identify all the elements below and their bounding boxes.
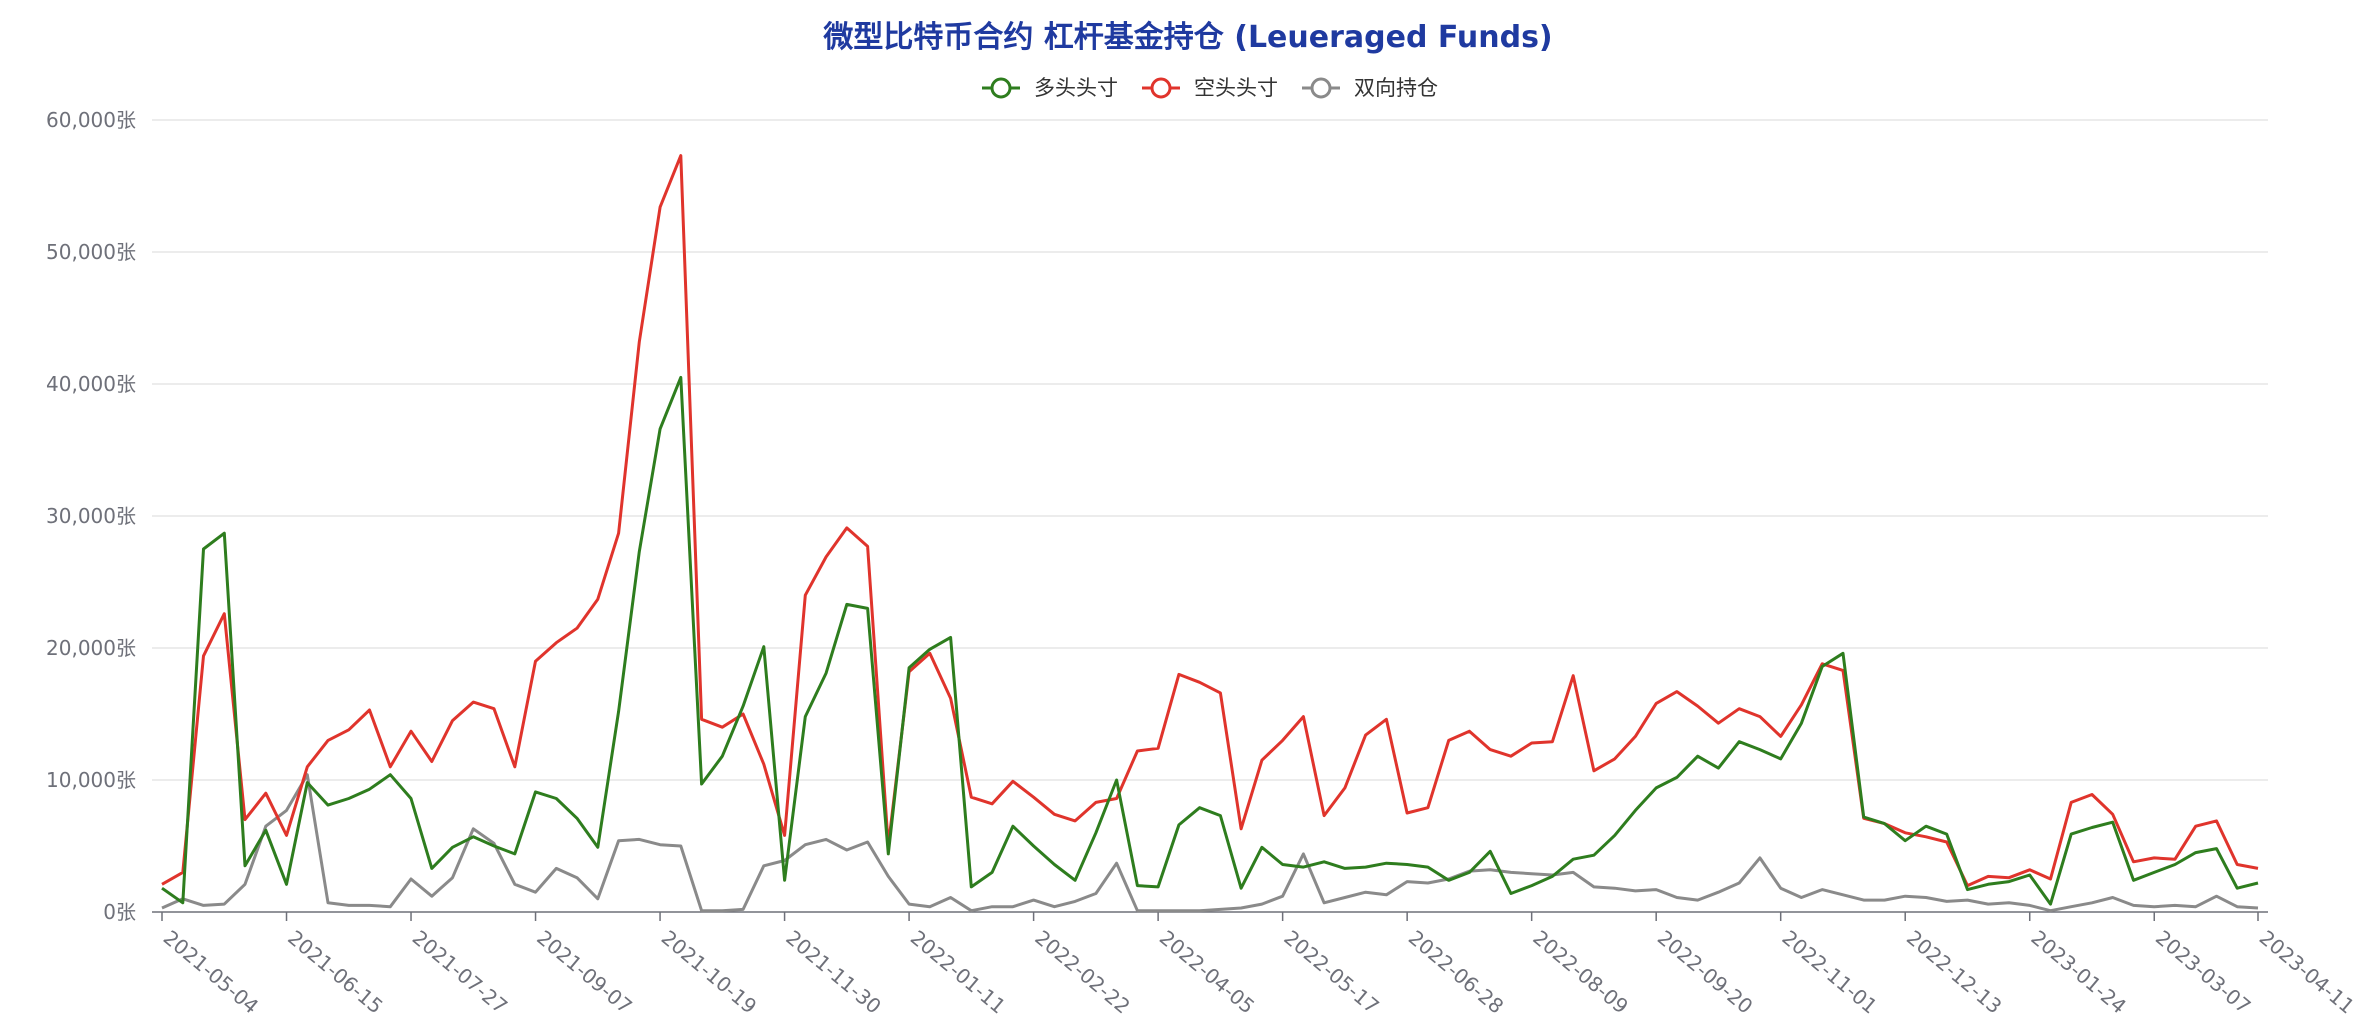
x-tick-label: 2021-10-19 xyxy=(657,925,761,1018)
x-tick-label: 2021-05-04 xyxy=(159,925,263,1018)
x-axis: 2021-05-04 2021-06-15 2021-07-27 2021-09-07… xyxy=(152,911,2359,1019)
x-tick-label: 2022-09-20 xyxy=(1653,925,1757,1018)
y-tick-label: 40,000张 xyxy=(46,372,136,396)
x-tick-label: 2022-08-09 xyxy=(1528,925,1632,1018)
legend-item[interactable]: 多头头寸 xyxy=(982,76,1118,100)
x-tick-label: 2021-07-27 xyxy=(408,925,512,1018)
x-tick-label: 2023-04-11 xyxy=(2255,925,2359,1018)
chart-title: 微型比特币合约 杠杆基金持仓 (Leueraged Funds) xyxy=(822,20,1552,55)
series-line xyxy=(161,154,2259,888)
grid-lines xyxy=(152,119,2268,781)
x-tick-label: 2022-01-11 xyxy=(906,925,1010,1018)
y-tick-label: 20,000张 xyxy=(46,636,136,660)
x-tick-label: 2023-01-24 xyxy=(2027,925,2131,1018)
legend-circle-icon xyxy=(1150,77,1172,99)
legend-item[interactable]: 双向持仓 xyxy=(1302,76,1438,100)
legend-item[interactable]: 空头头寸 xyxy=(1142,76,1278,100)
legend-label: 空头头寸 xyxy=(1194,76,1278,100)
legend-circle-icon xyxy=(1310,77,1332,99)
legend[interactable]: 多头头寸 空头头寸 双向持仓 xyxy=(982,76,1438,100)
x-tick-label: 2022-02-22 xyxy=(1030,925,1134,1018)
y-tick-label: 0张 xyxy=(103,900,136,924)
y-axis: 0张 10,000张 20,000张 30,000张 40,000张 50,000张 60,… xyxy=(46,108,136,924)
legend-label: 多头头寸 xyxy=(1034,76,1118,100)
x-tick-label: 2022-04-05 xyxy=(1155,925,1259,1018)
x-tick-label: 2021-11-30 xyxy=(781,925,885,1018)
x-tick-label: 2022-06-28 xyxy=(1404,925,1508,1018)
legend-circle-icon xyxy=(990,77,1012,99)
x-tick-label: 2023-03-07 xyxy=(2151,925,2255,1018)
y-tick-label: 10,000张 xyxy=(46,768,136,792)
x-tick-label: 2021-06-15 xyxy=(283,925,387,1018)
series-lines xyxy=(161,154,2259,913)
y-tick-label: 60,000张 xyxy=(46,108,136,132)
y-tick-label: 50,000张 xyxy=(46,240,136,264)
x-tick-label: 2021-09-07 xyxy=(532,925,636,1018)
series-line xyxy=(161,773,2259,913)
y-tick-label: 30,000张 xyxy=(46,504,136,528)
x-tick-label: 2022-12-13 xyxy=(1902,925,2006,1018)
x-tick-label: 2022-11-01 xyxy=(1777,925,1881,1018)
legend-label: 双向持仓 xyxy=(1354,76,1438,100)
x-tick-label: 2022-05-17 xyxy=(1279,925,1383,1018)
series-line xyxy=(161,375,2259,906)
